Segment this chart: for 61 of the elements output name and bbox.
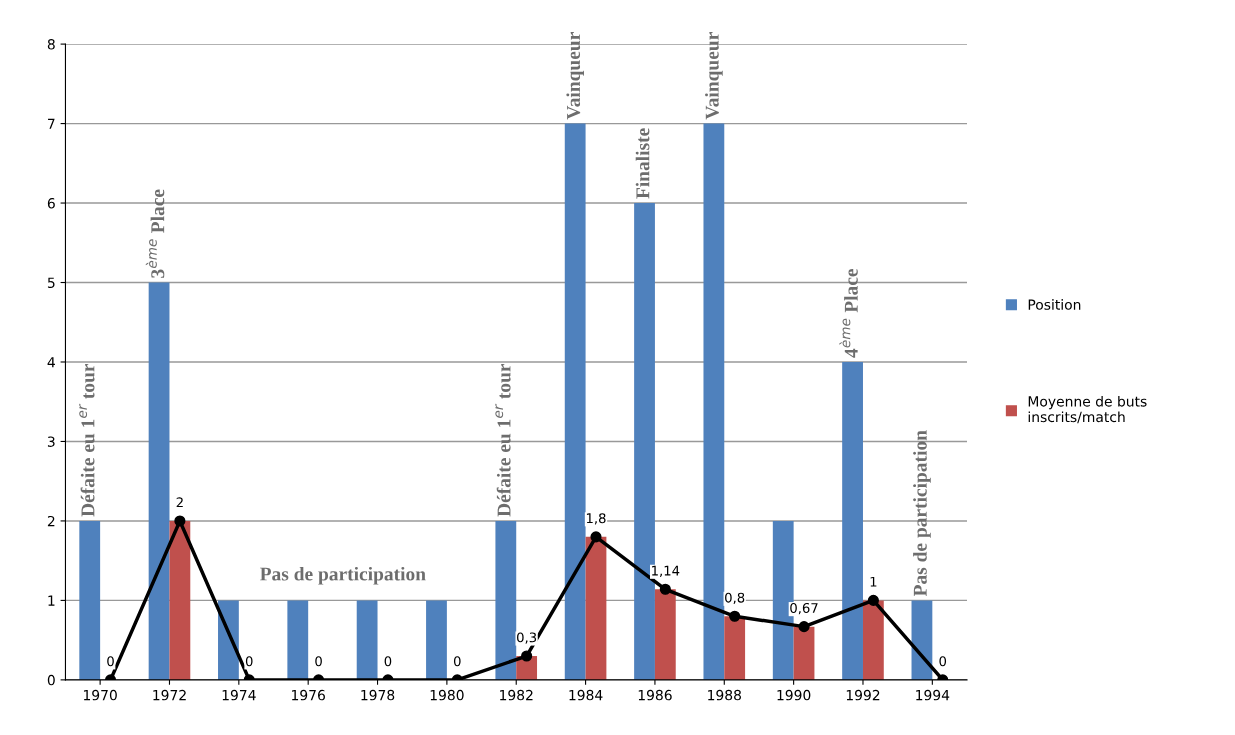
data-label: 2 <box>176 497 183 508</box>
annotation: Défaite eu 1$^{er}$ tour <box>495 363 511 517</box>
x-tick-label: 1974 <box>222 689 256 701</box>
annotation: 4$^{ème}$ Place <box>839 268 858 358</box>
annotation: Pas de participation <box>913 430 931 597</box>
bar <box>724 616 746 680</box>
data-label: 1 <box>870 576 877 587</box>
bar <box>79 520 101 680</box>
x-tick-label: 1986 <box>638 689 672 701</box>
data-label: 0,3 <box>517 632 537 644</box>
y-tick-label: 7 <box>48 118 55 129</box>
y-tick-label: 8 <box>47 39 55 50</box>
bar <box>426 600 447 680</box>
annotation: Vainqueur <box>705 32 723 120</box>
y-tick-label: 4 <box>47 357 55 368</box>
x-tick-label: 1976 <box>292 689 325 701</box>
annotation: Finaliste <box>635 128 650 199</box>
bar <box>654 589 676 680</box>
legend-label: Moyenne de buts inscrits/match <box>1028 395 1147 424</box>
y-tick-label: 6 <box>47 198 55 209</box>
y-tick-label: 5 <box>47 277 55 288</box>
bar <box>842 361 863 680</box>
data-label: 0 <box>453 656 461 667</box>
y-tick-label: 0 <box>47 674 55 686</box>
bar <box>793 626 815 680</box>
x-tick-label: 1982 <box>500 689 533 701</box>
annotation: Pas de participation <box>260 566 426 585</box>
x-tick-label: 1984 <box>569 689 603 701</box>
bar <box>862 600 884 680</box>
x-tick-label: 1994 <box>916 689 950 701</box>
x-tick-label: 1992 <box>846 689 880 701</box>
bar <box>287 600 309 680</box>
annotation: 3$^{ème}$ Place <box>145 189 165 278</box>
legend-label: Position <box>1028 299 1081 310</box>
data-label: 1,14 <box>652 565 680 577</box>
annotation: Défaite eu 1$^{er}$ tour <box>79 363 95 517</box>
x-tick-label: 1990 <box>777 689 811 701</box>
data-label: 0 <box>384 656 392 667</box>
bar <box>703 123 725 680</box>
data-label: 0,67 <box>790 602 818 615</box>
x-tick-label: 1970 <box>83 689 117 701</box>
data-label: 0,8 <box>725 592 745 604</box>
data-label: 0 <box>245 656 253 667</box>
x-tick-label: 1978 <box>361 689 395 701</box>
annotation: Vainqueur <box>566 32 584 120</box>
bar <box>148 282 170 680</box>
bar <box>585 536 607 680</box>
y-tick-label: 3 <box>47 436 55 447</box>
x-tick-label: 1972 <box>153 689 186 701</box>
x-tick-label: 1980 <box>430 689 464 701</box>
data-label: 0 <box>107 656 114 667</box>
bar <box>356 600 378 680</box>
y-tick-label: 1 <box>48 595 55 606</box>
bar <box>564 123 586 680</box>
bar <box>495 520 517 680</box>
y-tick-label: 2 <box>47 515 55 527</box>
data-label: 0 <box>939 656 947 667</box>
x-tick-label: 1988 <box>708 689 741 701</box>
data-label: 1,8 <box>586 513 606 525</box>
bar <box>169 520 191 680</box>
data-label: 0 <box>315 656 322 667</box>
